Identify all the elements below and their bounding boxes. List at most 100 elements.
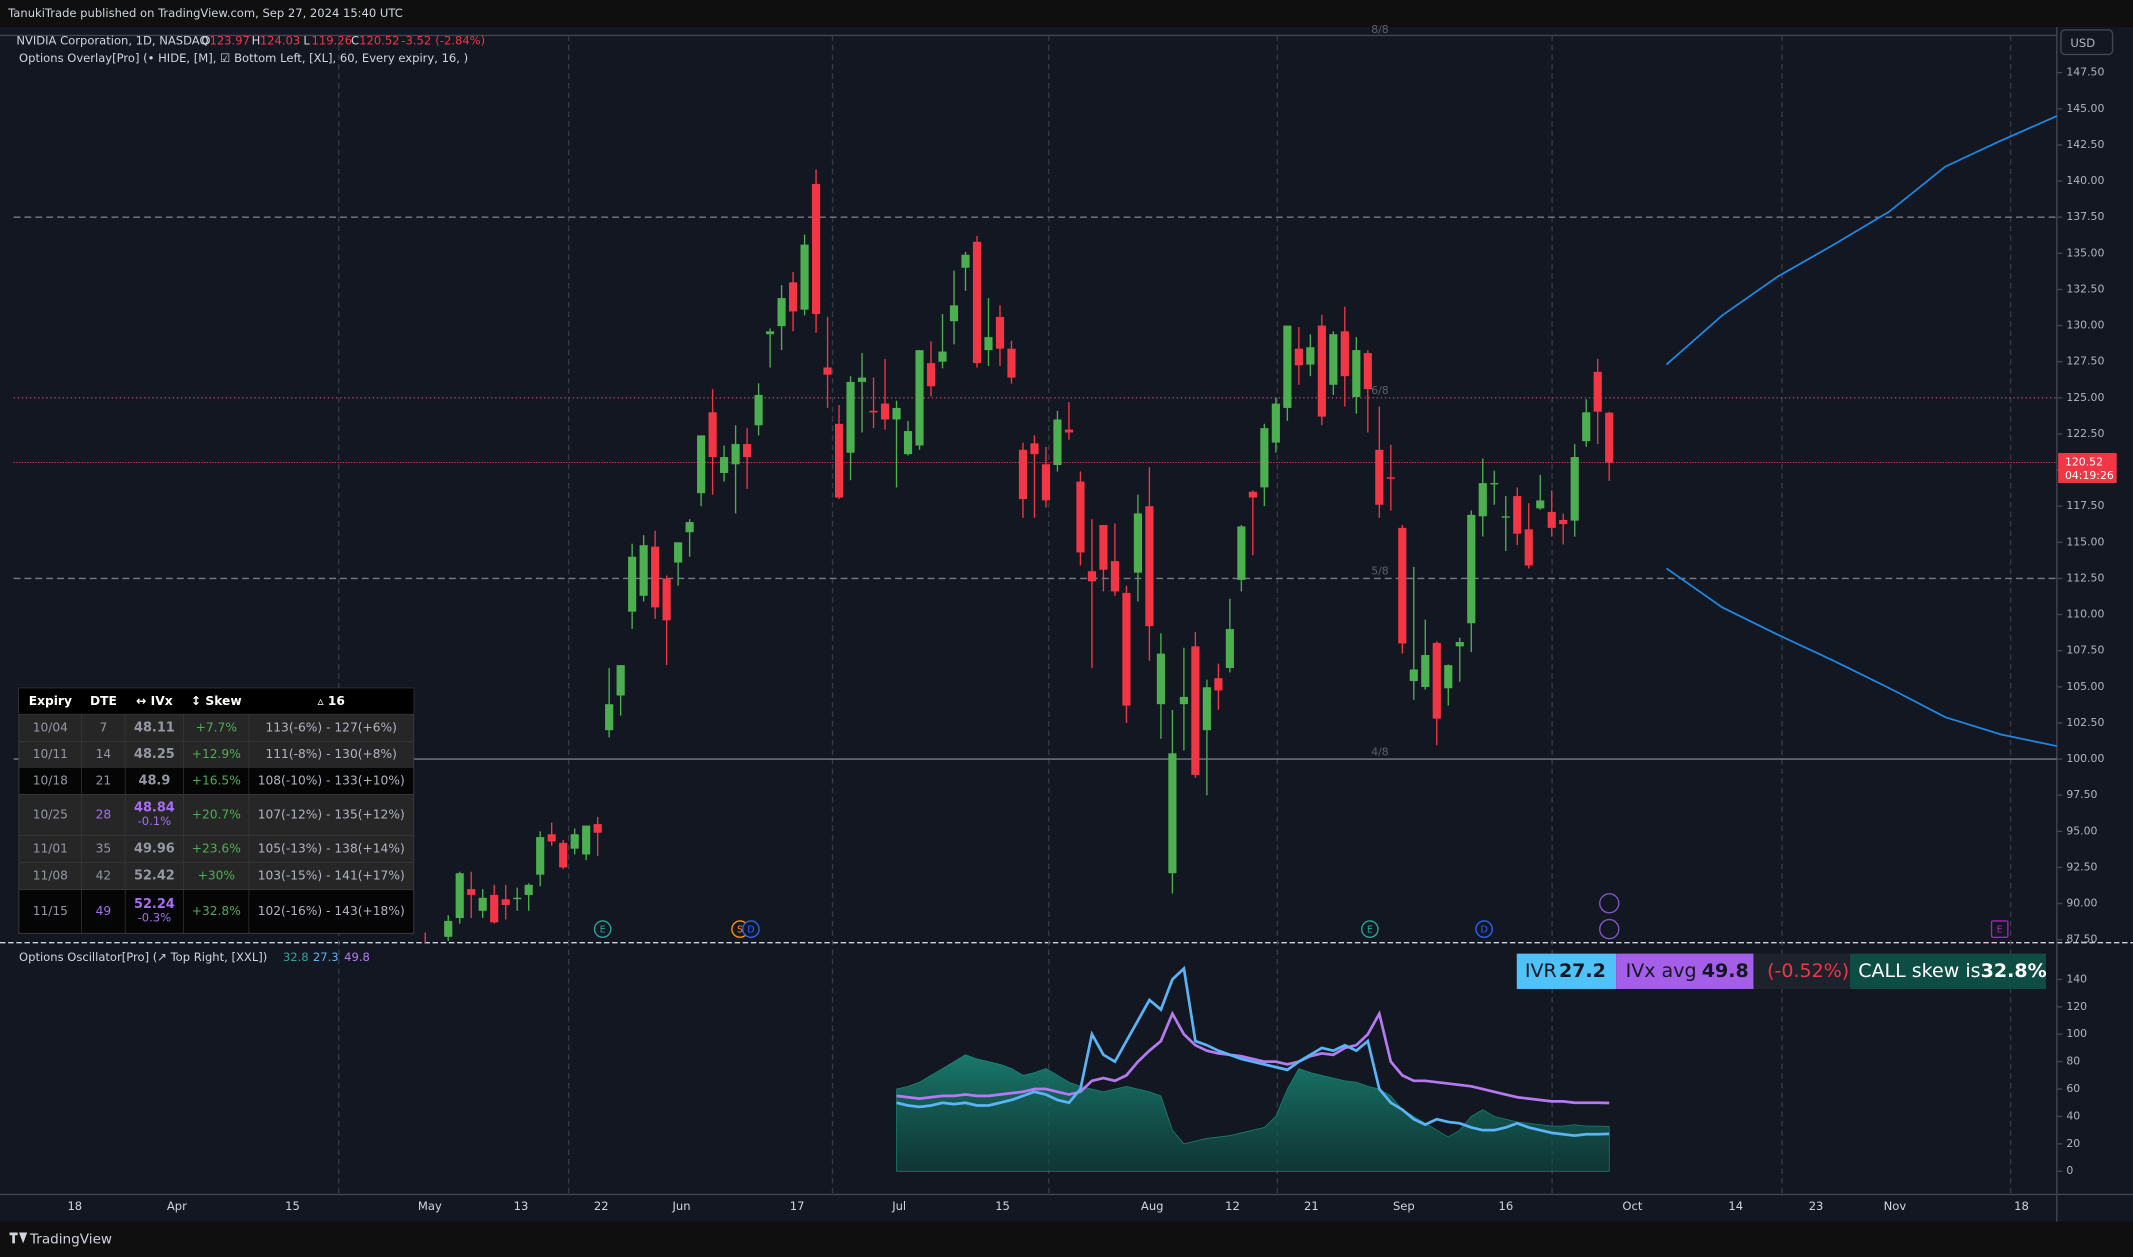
table-cell: 103(-15%) - 141(+17%) xyxy=(258,869,405,883)
y-tick-label: 100.00 xyxy=(2066,752,2104,765)
event-marker xyxy=(1361,920,1379,938)
candle-body xyxy=(915,350,924,446)
table-cell: 111(-8%) - 130(+8%) xyxy=(265,747,396,761)
ohlc-label: L xyxy=(303,33,310,47)
table-cell: 113(-6%) - 127(+6%) xyxy=(265,720,396,734)
badge-value: (-0.52%) xyxy=(1767,960,1849,982)
table-cell: 48.25 xyxy=(134,747,175,762)
candle-body xyxy=(490,894,499,923)
projection-line xyxy=(1665,115,2058,366)
candle-body xyxy=(1363,353,1372,390)
table-header: Expiry xyxy=(29,694,72,708)
candle-body xyxy=(467,889,476,895)
table-cell: -0.1% xyxy=(138,814,172,828)
y-tick-label: 125.00 xyxy=(2066,391,2104,404)
y-tick-label: 87.50 xyxy=(2066,933,2097,946)
table-cell: +16.5% xyxy=(192,773,241,787)
countdown: 04:19:26 xyxy=(2065,469,2114,482)
y-tick-label: 115.00 xyxy=(2066,535,2104,548)
ohlc-value: 124.03 xyxy=(260,33,300,47)
candle-body xyxy=(892,407,901,420)
candle-body xyxy=(869,410,878,413)
x-tick-label: Jun xyxy=(672,1199,691,1213)
legend-value: 32.8 xyxy=(283,950,309,964)
candle-body xyxy=(1248,491,1257,498)
x-tick-label: 12 xyxy=(1225,1199,1240,1213)
currency: USD xyxy=(2070,36,2095,50)
x-tick-label: Nov xyxy=(1884,1199,1907,1213)
candle-body xyxy=(616,665,625,696)
y-tick-label: 20 xyxy=(2066,1137,2080,1150)
table-cell: 48.9 xyxy=(138,773,170,788)
candle-body xyxy=(1168,753,1177,874)
y-tick-label: 140.00 xyxy=(2066,174,2104,187)
candle-body xyxy=(593,824,602,833)
x-tick-label: 23 xyxy=(1809,1199,1824,1213)
candle-body xyxy=(1593,371,1602,412)
level-label: 5/8 xyxy=(1371,565,1389,578)
candle-body xyxy=(1432,642,1441,719)
projection-line xyxy=(1665,567,2058,747)
candle-body xyxy=(754,394,763,426)
candle-body xyxy=(846,381,855,453)
y-tick-label: 112.50 xyxy=(2066,571,2104,584)
table-cell: 11/08 xyxy=(33,869,68,883)
candle-body xyxy=(1478,483,1487,517)
table-cell: 10/18 xyxy=(33,773,68,787)
candle-body xyxy=(1156,653,1165,705)
candle-body xyxy=(1214,678,1223,691)
badge-value: 27.2 xyxy=(1559,960,1606,982)
candle-body xyxy=(1501,516,1510,518)
iv-line xyxy=(896,1009,1610,1105)
candle-body xyxy=(1605,412,1614,463)
candle-body xyxy=(1455,642,1464,647)
x-tick-label: 14 xyxy=(1728,1199,1743,1213)
table-cell: 11/15 xyxy=(33,904,68,918)
ohlc-value: 119.26 xyxy=(312,33,352,47)
ohlc-value: 123.97 xyxy=(209,33,249,47)
candle-body xyxy=(1099,524,1108,570)
y-tick-label: 137.50 xyxy=(2066,210,2104,223)
table-cell: +32.8% xyxy=(192,904,241,918)
candle-body xyxy=(697,435,706,494)
y-tick-label: 90.00 xyxy=(2066,897,2097,910)
candle-body xyxy=(1133,513,1142,573)
candle-body xyxy=(720,457,729,473)
y-tick-label: 95.00 xyxy=(2066,824,2097,837)
candle-body xyxy=(731,444,740,465)
skew-area xyxy=(896,1054,1610,1172)
badge-label: IVx avg xyxy=(1626,960,1697,982)
table-cell: +23.6% xyxy=(192,841,241,855)
candle-body xyxy=(1570,457,1579,521)
x-tick-label: May xyxy=(418,1199,442,1213)
table-cell: 14 xyxy=(96,747,112,761)
x-tick-label: 15 xyxy=(995,1199,1010,1213)
table-cell: +20.7% xyxy=(192,807,241,821)
candle-body xyxy=(811,183,821,314)
event-marker xyxy=(593,920,612,938)
y-tick-label: 107.50 xyxy=(2066,644,2104,657)
oscillator-legend: Options Oscillator[Pro] (↗ Top Right, [X… xyxy=(19,950,267,964)
candle-body xyxy=(662,578,671,621)
x-tick-label: 22 xyxy=(594,1199,609,1213)
y-tick-label: 142.50 xyxy=(2066,138,2104,151)
candle-body xyxy=(949,305,959,322)
table-row-bg xyxy=(18,713,414,742)
candle-body xyxy=(1225,629,1234,669)
table-cell: 49 xyxy=(96,904,112,918)
table-cell: 10/04 xyxy=(33,720,68,734)
change-pct: (-2.84%) xyxy=(435,33,485,47)
candle-body xyxy=(1306,347,1315,365)
candle-body xyxy=(651,546,660,608)
table-cell: -0.3% xyxy=(138,911,172,925)
top-bar xyxy=(0,0,2133,28)
candle-body xyxy=(708,412,717,458)
candle-body xyxy=(639,545,648,596)
level-label: 4/8 xyxy=(1371,745,1389,758)
candle-body xyxy=(1329,334,1338,385)
x-tick-label: 15 xyxy=(285,1199,300,1213)
event-label: E xyxy=(1367,924,1373,935)
candle-body xyxy=(1352,350,1361,398)
ohlc-label: C xyxy=(351,33,359,47)
x-tick-label: 13 xyxy=(514,1199,529,1213)
